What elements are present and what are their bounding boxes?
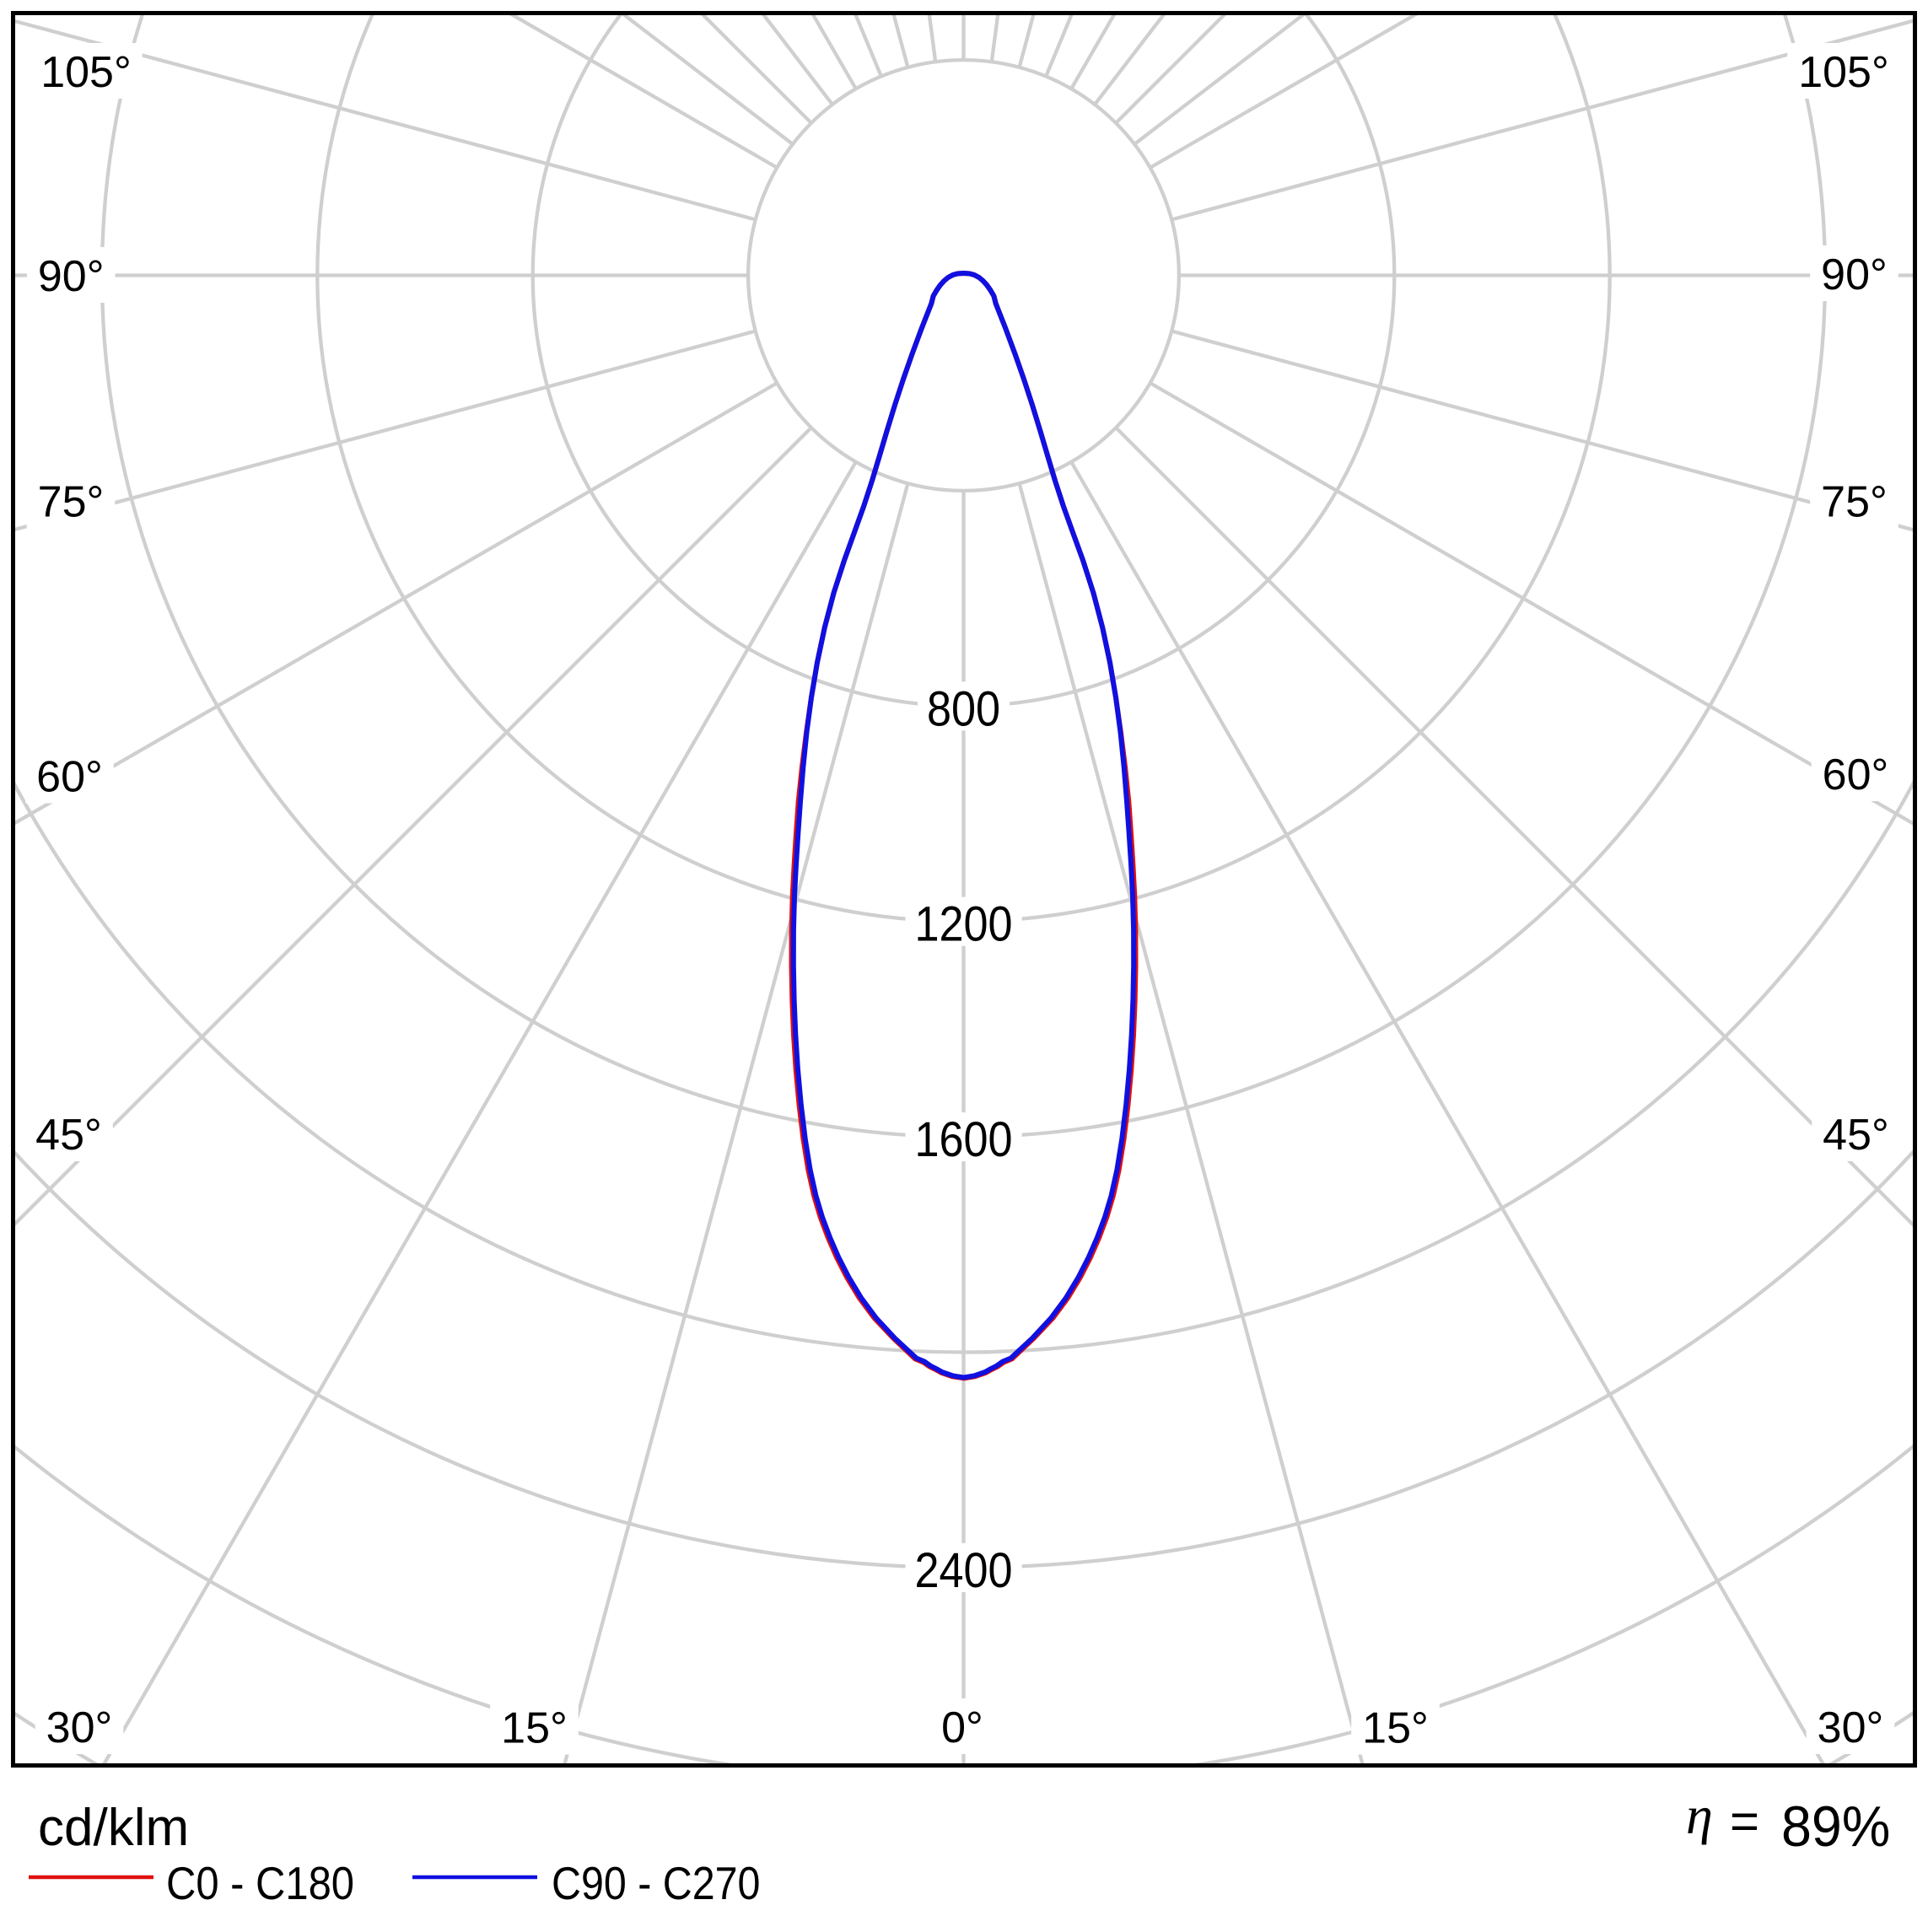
svg-text:C0 - C180: C0 - C180	[166, 1858, 354, 1909]
svg-text:15°: 15°	[501, 1704, 568, 1753]
svg-text:30°: 30°	[1818, 1703, 1884, 1752]
svg-text:105°: 105°	[1798, 48, 1889, 97]
svg-text:2400: 2400	[914, 1542, 1012, 1597]
svg-text:800: 800	[927, 681, 1000, 736]
svg-text:60°: 60°	[36, 753, 103, 802]
svg-text:1200: 1200	[914, 896, 1012, 951]
svg-text:45°: 45°	[35, 1111, 102, 1160]
svg-text:0°: 0°	[941, 1703, 983, 1752]
svg-text:cd/klm: cd/klm	[38, 1799, 189, 1857]
svg-text:60°: 60°	[1823, 751, 1889, 799]
svg-text:90°: 90°	[1821, 250, 1888, 299]
svg-text:75°: 75°	[38, 478, 105, 527]
svg-text:C90 - C270: C90 - C270	[552, 1857, 760, 1909]
svg-text:90°: 90°	[38, 252, 105, 301]
svg-text:1600: 1600	[914, 1112, 1012, 1167]
svg-text:105°: 105°	[40, 48, 132, 97]
svg-text:75°: 75°	[1821, 478, 1888, 527]
svg-text:89%: 89%	[1781, 1795, 1890, 1859]
svg-text:45°: 45°	[1823, 1111, 1889, 1160]
svg-text:30°: 30°	[46, 1703, 113, 1752]
svg-text:15°: 15°	[1362, 1704, 1429, 1753]
svg-text:=: =	[1730, 1793, 1759, 1849]
svg-text:η: η	[1686, 1785, 1713, 1845]
